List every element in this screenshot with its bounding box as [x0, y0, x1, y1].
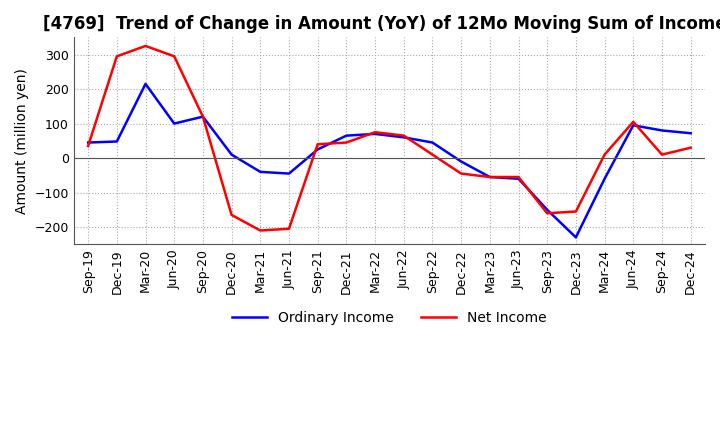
Net Income — [514, 174, 523, 180]
Ordinary Income — [313, 147, 322, 152]
Net Income — [485, 174, 494, 180]
Net Income — [572, 209, 580, 214]
Title: [4769]  Trend of Change in Amount (YoY) of 12Mo Moving Sum of Incomes: [4769] Trend of Change in Amount (YoY) o… — [42, 15, 720, 33]
Line: Net Income: Net Income — [88, 46, 690, 231]
Ordinary Income — [400, 135, 408, 140]
Net Income — [313, 142, 322, 147]
Ordinary Income — [600, 176, 609, 181]
Ordinary Income — [686, 131, 695, 136]
Net Income — [84, 143, 92, 149]
Net Income — [428, 152, 437, 157]
Ordinary Income — [228, 152, 236, 157]
Net Income — [112, 54, 121, 59]
Net Income — [456, 171, 465, 176]
Net Income — [284, 226, 293, 231]
Ordinary Income — [141, 81, 150, 87]
Net Income — [686, 145, 695, 150]
Net Income — [170, 54, 179, 59]
Net Income — [342, 140, 351, 145]
Ordinary Income — [284, 171, 293, 176]
Net Income — [400, 133, 408, 138]
Y-axis label: Amount (million yen): Amount (million yen) — [15, 68, 29, 214]
Net Income — [600, 152, 609, 157]
Net Income — [256, 228, 265, 233]
Legend: Ordinary Income, Net Income: Ordinary Income, Net Income — [226, 305, 552, 330]
Net Income — [543, 211, 552, 216]
Ordinary Income — [572, 235, 580, 240]
Ordinary Income — [657, 128, 666, 133]
Ordinary Income — [514, 176, 523, 181]
Ordinary Income — [543, 207, 552, 213]
Ordinary Income — [170, 121, 179, 126]
Net Income — [371, 129, 379, 135]
Line: Ordinary Income: Ordinary Income — [88, 84, 690, 238]
Net Income — [657, 152, 666, 157]
Net Income — [629, 119, 638, 125]
Net Income — [199, 114, 207, 119]
Ordinary Income — [371, 131, 379, 136]
Net Income — [228, 213, 236, 218]
Ordinary Income — [428, 140, 437, 145]
Ordinary Income — [456, 159, 465, 164]
Ordinary Income — [256, 169, 265, 175]
Ordinary Income — [629, 123, 638, 128]
Ordinary Income — [84, 140, 92, 145]
Ordinary Income — [342, 133, 351, 138]
Ordinary Income — [112, 139, 121, 144]
Ordinary Income — [485, 174, 494, 180]
Net Income — [141, 43, 150, 48]
Ordinary Income — [199, 114, 207, 119]
